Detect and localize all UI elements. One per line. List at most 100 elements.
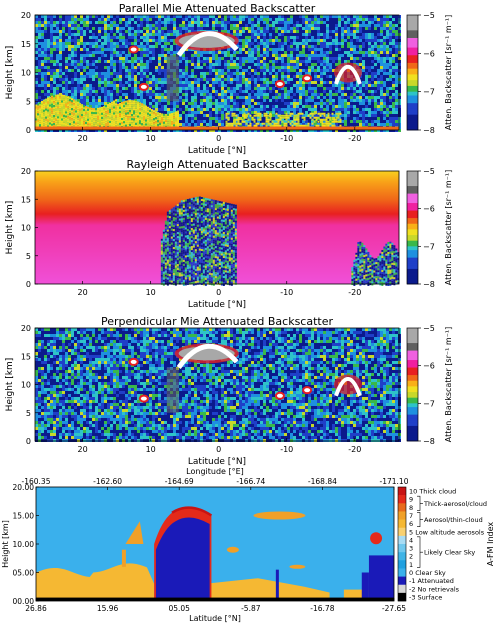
x-axis-label: Latitude [°N] [188, 146, 246, 156]
colorbar-tick-label: −7 [423, 242, 435, 251]
colorbar-group-label: Thick-aerosol/cloud [423, 500, 487, 508]
colorbar-swatch [398, 584, 406, 594]
panel-title: Parallel Mie Attenuated Backscatter [119, 2, 316, 15]
colorbar-swatch [398, 519, 406, 529]
x-axis-label: Latitude [°N] [189, 614, 241, 623]
colorbar-swatch [398, 576, 406, 586]
x-tick-label: 10 [146, 134, 156, 143]
colorbar-entry-label: 1 [409, 561, 413, 569]
colorbar-entry-label: -2 No retrievals [409, 585, 460, 593]
x-tick-label: 10 [146, 288, 156, 297]
colorbar-group-label: Likely Clear Sky [424, 549, 475, 557]
cloud-core [166, 30, 239, 102]
y-tick-label: 00.00 [13, 597, 35, 606]
colorbar-swatch [398, 544, 406, 553]
colorbar-tick-label: −6 [423, 49, 435, 58]
thin-cloud-5 [289, 564, 306, 569]
aerosol-layer-far-south [343, 589, 373, 601]
x-tick-label: -5.87 [241, 604, 261, 613]
x-tick-label: 0 [216, 445, 221, 454]
colorbar-tick-label: −6 [423, 362, 435, 371]
y-tick-label: 20 [21, 11, 31, 20]
y-axis-label: Height [km] [5, 46, 15, 100]
x-tick-label: -20 [348, 134, 361, 143]
x-tick-label: 15.96 [97, 604, 119, 613]
surface-layer [35, 126, 399, 130]
colorbar-bracket [417, 512, 423, 528]
colorbar-label: Atten. Backscatter [sr⁻¹ m⁻¹] [444, 327, 453, 443]
x-tick-label: -10 [280, 288, 293, 297]
x-tick-label: 0 [216, 288, 221, 297]
x2-tick-label: -160.35 [22, 477, 51, 486]
colorbar-entry-label: -1 Attenuated [409, 577, 454, 585]
colorbar-swatch [398, 535, 406, 545]
y-tick-label: 5 [26, 97, 31, 106]
cloud-core [166, 343, 239, 413]
cloud-south [333, 374, 362, 395]
thin-cloud-1 [125, 521, 144, 544]
panel-4: 26.86 15.96 05.05 -5.87 -16.78 -27.65 Latitude… [1, 467, 495, 623]
colorbar-tick-label: −8 [423, 437, 435, 446]
x2-tick-label: -168.84 [308, 477, 337, 486]
colorbar-tick-label: −5 [423, 11, 435, 20]
x2-tick-label: -171.10 [380, 477, 409, 486]
x-tick-label: 20 [78, 288, 88, 297]
colorbar-tick-label: −8 [423, 280, 435, 289]
y-axis-label: Height [km] [5, 201, 15, 255]
panel-1: Parallel Mie Attenuated Backscatter 0 5 10 1… [5, 2, 453, 156]
colorbar-label: Atten. Backscatter [sr⁻¹ m⁻¹] [444, 170, 453, 286]
x-tick-label: -10 [280, 445, 293, 454]
colorbar-entry-label: 5 Low altitude aerosols [409, 528, 485, 536]
colorbar-entry-label: 2 [409, 553, 413, 561]
thin-cloud-3 [253, 511, 306, 520]
thick-cloud-crest [171, 506, 213, 517]
y-tick-label: 10 [21, 224, 31, 233]
attenuated-core [155, 517, 210, 601]
x-tick-label: 20 [78, 134, 88, 143]
x-tick-label: -20 [348, 288, 361, 297]
x-tick-label: -20 [348, 445, 361, 454]
y-tick-label: 0 [26, 437, 31, 446]
colorbar-entry-label: 4 [409, 536, 413, 544]
x-tick-label: 0 [216, 134, 221, 143]
panel-title: Rayleigh Attenuated Backscatter [126, 158, 308, 171]
x2-tick-label: -162.60 [93, 477, 122, 486]
colorbar-entry-label: 10 Thick cloud [409, 488, 456, 496]
colorbar-label: A-FM Index [486, 522, 495, 567]
colorbar-tick-label: −5 [423, 167, 435, 176]
x-tick-label: -16.78 [310, 604, 334, 613]
cloud-south-edge [370, 532, 383, 545]
y-tick-label: 15 [21, 352, 31, 361]
colorbar-tick-label: −5 [423, 324, 435, 333]
colorbar-group-label: Aerosol/thin-cloud [424, 516, 483, 524]
thin-cloud-4 [226, 546, 239, 553]
colorbar-swatch [398, 560, 406, 569]
colorbar-entry-label: 9 [409, 496, 413, 504]
x-axis-label: Latitude [°N] [188, 457, 246, 467]
colorbar-entry-label: 3 [409, 545, 413, 553]
cloud-south [333, 62, 362, 83]
colorbar-entry-label: 8 [409, 504, 413, 512]
x-tick-label: 20 [78, 445, 88, 454]
attenuated-streak [275, 569, 279, 601]
y-axis-label: Height [km] [5, 358, 15, 412]
attenuated-south-2 [361, 572, 369, 601]
panel-title: Perpendicular Mie Attenuated Backscatter [101, 315, 334, 328]
y-tick-label: 10 [21, 381, 31, 390]
thin-cloud-2 [121, 549, 126, 567]
y-tick-label: 15.00 [13, 512, 35, 521]
colorbar-bracket [417, 495, 423, 511]
x-axis-label: Latitude [°N] [188, 300, 246, 310]
x-tick-label: -27.65 [382, 604, 406, 613]
colorbar-entry-label: 6 [409, 520, 413, 528]
aerosol-layer-south [204, 578, 330, 601]
colorbar-bracket [417, 536, 423, 568]
y-tick-label: 20 [21, 324, 31, 333]
colorbar-swatch [398, 527, 406, 537]
y-tick-label: 15 [21, 195, 31, 204]
colorbar-swatch [398, 487, 406, 496]
colorbar [406, 170, 419, 285]
y-tick-label: 10 [21, 69, 31, 78]
attenuated-south [368, 555, 394, 601]
